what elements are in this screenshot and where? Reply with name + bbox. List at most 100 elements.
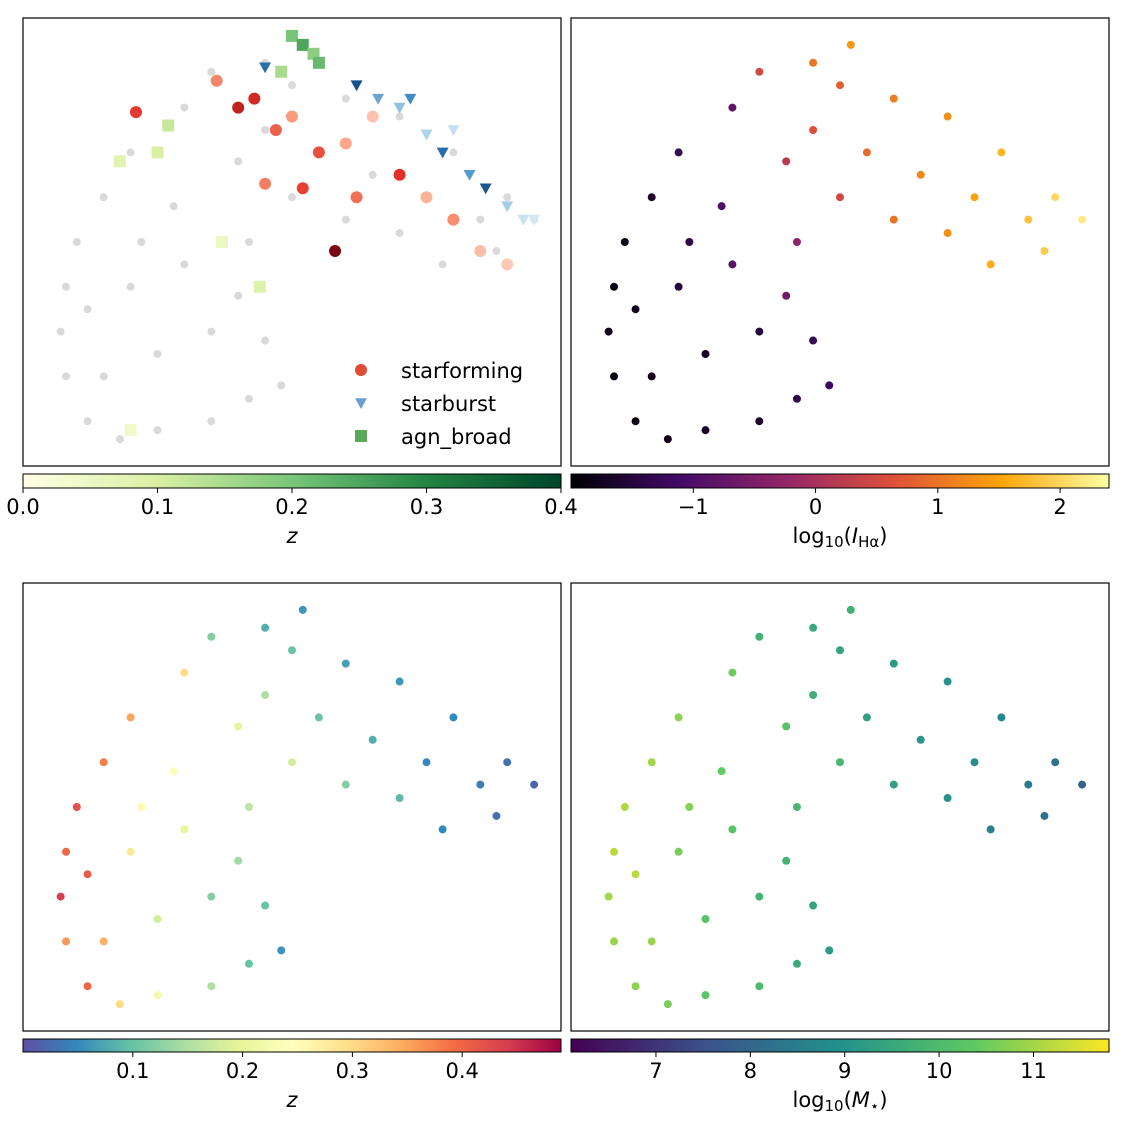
point [862,148,871,157]
point [530,780,539,789]
point [809,691,818,699]
point [755,417,764,426]
legend-label: starburst [401,392,496,416]
point [701,915,710,923]
legend-marker [355,398,367,409]
background-point [277,381,286,390]
point [836,646,844,655]
square-marker [275,65,288,78]
background-point [126,148,135,157]
point [792,959,801,968]
background-point [244,238,253,246]
point [647,372,656,381]
point [476,780,485,789]
point [395,677,404,686]
point [792,803,801,811]
point [889,780,898,789]
point [782,856,791,865]
point [115,1000,124,1009]
background-point [62,372,71,381]
point [782,291,791,300]
point [809,126,818,134]
label-part: I [852,524,858,548]
point [782,157,791,166]
label-part: 10 [825,533,844,551]
point [368,735,377,744]
triangle-marker [436,147,449,159]
background-point [476,215,485,224]
label-part: z [285,1088,298,1112]
point [862,713,871,722]
point [180,825,189,834]
point [169,767,178,776]
point [701,991,710,1000]
background-point [83,417,92,426]
triangle-marker [259,62,272,74]
point [207,982,216,991]
background-point [180,103,189,112]
point [180,668,189,677]
colorbar-tick-label: 7 [649,1059,662,1083]
background-point [72,238,81,246]
background-point [492,246,501,255]
label-part: ( [844,524,852,548]
background-point [99,193,108,202]
point [153,991,162,1000]
colorbar-tick-label: 0.2 [275,495,308,519]
point [846,40,855,49]
circle-marker [129,106,142,119]
background-point [126,282,135,291]
point [288,758,296,767]
point [836,193,844,202]
point [341,659,350,668]
point [674,282,683,291]
legend-marker [355,430,367,442]
background-point [62,282,71,291]
circle-marker [248,92,261,105]
background-point [395,229,404,238]
label-part: log [792,1088,824,1112]
triangle-marker [350,80,363,92]
square-marker [253,280,266,293]
point [685,238,694,246]
background-point [56,327,65,336]
circle-marker [501,258,514,271]
plot-frame [22,17,562,467]
background-point [207,327,216,336]
point [244,803,253,811]
point [809,901,818,910]
circle-marker [269,124,282,136]
label-part: ) [879,1088,887,1112]
point [647,193,656,202]
background-point [207,67,216,76]
point [99,758,108,767]
colorbar-tick-label: 0.3 [336,1059,369,1083]
background-point [261,126,270,134]
point [809,58,818,67]
point [610,282,619,291]
colorbar-label: log10(M⋆) [792,1088,887,1115]
point [846,605,855,614]
colorbar-label: log10(IHα) [793,524,888,551]
point [970,193,979,202]
background-point [153,350,162,358]
background-point [153,426,162,435]
point [631,870,640,879]
point [782,722,791,731]
colorbar-tick-label: 11 [1020,1059,1047,1083]
legend-label: agn_broad [401,425,512,450]
point [314,713,323,722]
circle-marker [393,168,406,181]
point [422,758,431,767]
point [728,103,737,112]
point [792,238,801,246]
point [647,937,656,946]
point [261,901,270,910]
point [728,668,737,677]
background-point [288,193,296,202]
point [631,982,640,991]
point [83,982,92,991]
circle-marker [210,74,223,87]
background-point [207,417,216,426]
